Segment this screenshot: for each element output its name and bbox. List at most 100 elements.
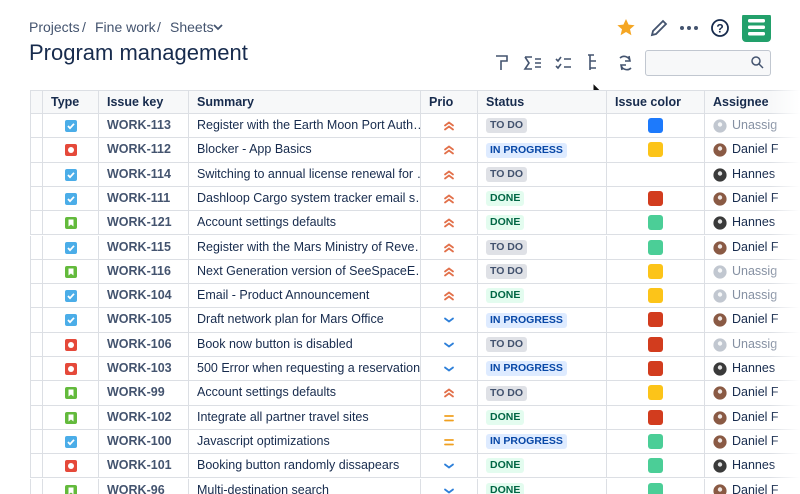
prio-glyph bbox=[444, 194, 454, 204]
summary-cell: Booking button randomly dissapears bbox=[189, 454, 421, 479]
prio-glyph bbox=[444, 291, 454, 301]
issue-color-swatch bbox=[648, 458, 663, 474]
type-icon bbox=[65, 144, 77, 157]
prio-cell bbox=[421, 332, 478, 357]
prio-glyph bbox=[444, 438, 454, 446]
issue-key-link[interactable]: WORK-112 bbox=[107, 142, 171, 157]
row-number bbox=[30, 429, 43, 455]
issue-key-cell: WORK-115 bbox=[99, 235, 189, 260]
assignee-cell: Daniel F bbox=[705, 430, 800, 455]
summary-cell: Account settings defaults bbox=[189, 381, 421, 406]
prio-icon bbox=[444, 194, 454, 204]
row-number bbox=[30, 308, 43, 333]
assignee-cell: Daniel F bbox=[705, 138, 800, 163]
sheet-table: Type Issue key Summary Prio Status Issue colo… bbox=[0, 90, 800, 494]
avatar bbox=[713, 313, 727, 327]
prio-icon bbox=[444, 342, 454, 348]
type-icon-glyph bbox=[68, 366, 74, 372]
issue-key-link[interactable]: WORK-104 bbox=[107, 288, 172, 303]
issue-key-link[interactable]: WORK-113 bbox=[107, 118, 171, 132]
assignee-name: Daniel F bbox=[732, 239, 779, 254]
issue-key-link[interactable]: WORK-103 bbox=[107, 361, 172, 375]
type-cell bbox=[43, 381, 99, 406]
column-header[interactable]: Prio bbox=[421, 90, 478, 114]
format-button[interactable] bbox=[496, 55, 508, 70]
issue-key-link[interactable]: WORK-114 bbox=[107, 166, 171, 181]
avatar bbox=[713, 265, 727, 279]
issue-key-link[interactable]: WORK-101 bbox=[107, 458, 172, 473]
row-number bbox=[30, 405, 43, 430]
avatar-head bbox=[717, 340, 723, 346]
issue-color-swatch bbox=[648, 118, 663, 133]
sum-button[interactable] bbox=[523, 56, 541, 70]
prio-icon bbox=[444, 488, 454, 494]
type-cell bbox=[43, 186, 99, 212]
status-lozenge: DONE bbox=[486, 191, 525, 207]
assignee-name: Daniel F bbox=[732, 142, 779, 157]
status-lozenge: IN PROGRESS bbox=[486, 434, 567, 450]
type-icon bbox=[65, 290, 77, 303]
issue-key-link[interactable]: WORK-111 bbox=[107, 190, 171, 205]
issue-key-cell: WORK-101 bbox=[99, 454, 189, 479]
prio-icon bbox=[444, 218, 454, 228]
refresh-button[interactable] bbox=[619, 55, 632, 71]
issue-key-link[interactable]: WORK-100 bbox=[107, 433, 172, 448]
breadcrumb-link[interactable]: Projects bbox=[29, 19, 80, 35]
row-number bbox=[30, 381, 43, 406]
avatar bbox=[713, 338, 727, 352]
edit-button[interactable] bbox=[650, 19, 668, 37]
column-header[interactable]: Type bbox=[43, 90, 99, 114]
summary-cell: Next Generation version of SeeSpaceE… bbox=[189, 259, 421, 285]
assignee-cell: Hannes bbox=[705, 357, 800, 382]
type-cell bbox=[43, 138, 99, 163]
avatar bbox=[713, 143, 727, 157]
toolbar bbox=[496, 54, 632, 71]
issue-key-link[interactable]: WORK-99 bbox=[107, 385, 165, 400]
issue-key-link[interactable]: WORK-102 bbox=[107, 409, 172, 424]
more-button[interactable] bbox=[680, 26, 698, 30]
assignee-cell: Unassig bbox=[705, 284, 800, 309]
status-cell: DONE bbox=[478, 211, 607, 236]
issue-key-link[interactable]: WORK-105 bbox=[107, 312, 172, 327]
breadcrumb-separator: / bbox=[157, 19, 161, 35]
avatar-head bbox=[717, 219, 723, 224]
issue-key-cell: WORK-96 bbox=[99, 478, 189, 494]
column-header[interactable]: Summary bbox=[189, 90, 421, 114]
avatar bbox=[713, 386, 727, 400]
star-button[interactable] bbox=[617, 19, 635, 36]
breadcrumb-link[interactable]: Fine work bbox=[95, 19, 156, 35]
breadcrumb-link[interactable]: Sheets bbox=[170, 19, 214, 35]
column-header[interactable]: Status bbox=[478, 90, 607, 114]
status-lozenge: TO DO bbox=[486, 239, 528, 255]
column-header[interactable]: Issue key bbox=[99, 90, 189, 114]
column-header[interactable]: Issue color bbox=[607, 90, 705, 114]
issue-key-link[interactable]: WORK-116 bbox=[107, 263, 171, 278]
avatar bbox=[713, 289, 727, 303]
assignee-cell: Unassig bbox=[705, 260, 800, 285]
row-number bbox=[30, 259, 43, 285]
type-icon-glyph bbox=[68, 389, 74, 397]
status-cell: TO DO bbox=[478, 114, 607, 139]
hierarchy-button[interactable] bbox=[588, 54, 596, 70]
issue-key-link[interactable]: WORK-121 bbox=[107, 215, 172, 230]
summary-cell: Multi-destination search bbox=[189, 478, 421, 494]
issue-key-link[interactable]: WORK-106 bbox=[107, 336, 172, 351]
prio-cell bbox=[421, 357, 478, 382]
search-input[interactable] bbox=[645, 50, 771, 76]
prio-glyph bbox=[444, 342, 454, 348]
issue-key-link[interactable]: WORK-96 bbox=[107, 482, 165, 494]
issue-key-link[interactable]: WORK-115 bbox=[107, 239, 171, 254]
dropdown-chevron[interactable] bbox=[213, 23, 223, 31]
scroll-fade bbox=[770, 90, 800, 494]
row-number bbox=[30, 186, 43, 212]
prio-cell bbox=[421, 478, 478, 494]
issue-color-cell bbox=[607, 284, 705, 309]
prio-icon bbox=[444, 388, 454, 398]
issue-key-cell: WORK-102 bbox=[99, 405, 189, 430]
checklist-button[interactable] bbox=[555, 56, 571, 70]
type-icon bbox=[65, 120, 77, 132]
type-cell bbox=[43, 114, 99, 139]
issue-color-cell bbox=[607, 259, 705, 285]
help-button[interactable]: ? bbox=[711, 19, 729, 37]
type-icon bbox=[65, 241, 77, 254]
